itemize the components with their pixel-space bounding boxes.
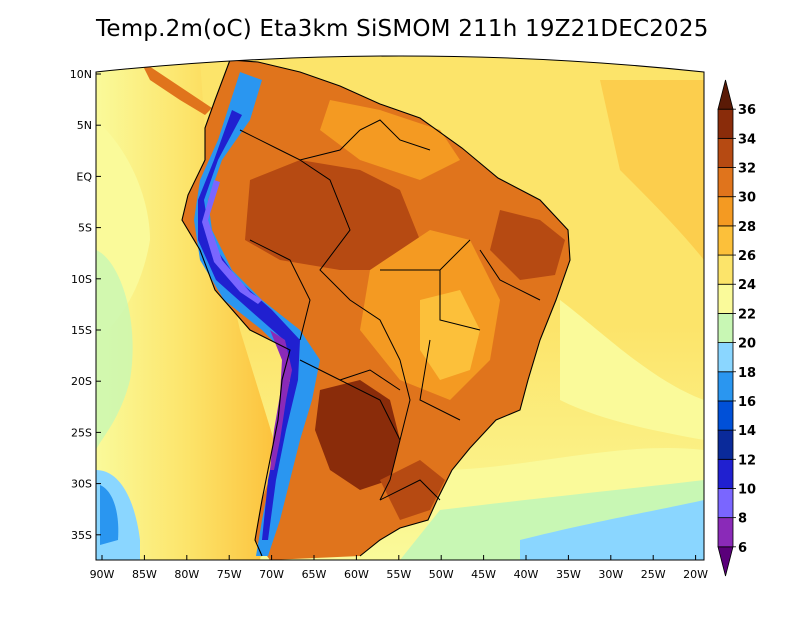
lat-tick-label: 15S [71, 324, 92, 337]
colorbar-label: 34 [738, 132, 756, 147]
amazon-hot-zone [245, 160, 420, 270]
colorbar-label: 6 [738, 541, 747, 556]
colorbar-segment [717, 254, 734, 285]
lat-tick-label: 20S [71, 375, 92, 388]
colorbar-segment [717, 488, 734, 519]
south-atlantic-cold [520, 500, 704, 560]
colorbar-label: 30 [738, 191, 756, 206]
lon-tick-label: 80W [174, 568, 199, 581]
colorbar-segment [717, 400, 734, 431]
andes-colder-core [198, 110, 300, 540]
colorbar-label: 20 [738, 337, 756, 352]
lon-tick-label: 70W [259, 568, 284, 581]
colorbar-label: 14 [738, 424, 756, 439]
lat-tick-label: 5S [78, 222, 92, 235]
lon-tick-label: 45W [471, 568, 496, 581]
atlantic-cool-band [560, 300, 704, 440]
colorbar-segment [717, 342, 734, 373]
pacific-colder-patch [100, 485, 119, 545]
latitude-axis: 10N 5N EQ 5S 10S 15S 20S 25S 30S 35S [70, 68, 101, 542]
northeast-hot-zone [490, 210, 565, 280]
colombia-border [239, 129, 361, 161]
longitude-axis: 90W 85W 80W 75W 70W 65W 60W 55W 50W 45W 40W 35W 30W 2… [90, 555, 708, 581]
venezuela-guiana-border [359, 119, 431, 151]
colorbar: 6 8 10 12 14 16 18 20 22 24 26 28 30 32 34 36 [717, 79, 756, 577]
lat-tick-label: 5N [77, 119, 92, 132]
brazil-highland-mild [420, 290, 480, 380]
colorbar-segment [717, 371, 734, 402]
colorbar-segment [717, 196, 734, 227]
tropical-atlantic-warm [600, 80, 704, 260]
colorbar-segment [717, 429, 734, 460]
brazil-states [380, 239, 541, 421]
lat-tick-label: 10S [71, 273, 92, 286]
lon-tick-label: 85W [132, 568, 157, 581]
colorbar-label: 12 [738, 453, 756, 468]
guiana-warm [320, 100, 460, 180]
colorbar-segment [717, 108, 734, 139]
colorbar-label: 16 [738, 395, 756, 410]
central-america-land [140, 60, 212, 115]
colorbar-label: 26 [738, 249, 756, 264]
lon-tick-label: 50W [429, 568, 454, 581]
paraguay-border [339, 369, 401, 391]
lon-tick-label: 35W [556, 568, 581, 581]
lat-tick-label: 10N [70, 68, 92, 81]
pacific-green-patch [96, 250, 133, 450]
lon-tick-label: 90W [90, 568, 115, 581]
lat-tick-label: 35S [71, 529, 92, 542]
lat-tick-label: EQ [76, 170, 92, 183]
andes-coldest-core [202, 180, 262, 304]
lon-tick-label: 75W [217, 568, 242, 581]
colorbar-segment-min [717, 546, 734, 577]
colorbar-segment [717, 313, 734, 343]
map-title: Temp.2m(oC) Eta3km SiSMOM 211h 19Z21DEC2… [96, 16, 709, 42]
colorbar-label: 24 [738, 278, 756, 293]
pacific-ocean-area [96, 60, 280, 560]
uruguay-border [379, 479, 441, 501]
lon-tick-label: 40W [514, 568, 539, 581]
lon-tick-label: 30W [598, 568, 623, 581]
chaco-hot-zone [315, 380, 400, 490]
colorbar-segment [717, 225, 734, 256]
uruguay-hot-zone [380, 460, 445, 520]
lon-tick-label: 60W [344, 568, 369, 581]
colorbar-label: 8 [738, 512, 747, 527]
peru-bolivia-border [249, 239, 311, 341]
colorbar-label: 10 [738, 482, 756, 497]
west-coastline [181, 59, 291, 557]
colorbar-label: 36 [738, 103, 756, 118]
colorbar-label: 22 [738, 307, 756, 322]
lon-tick-label: 55W [386, 568, 411, 581]
brazil-west-border [299, 159, 411, 441]
lat-tick-label: 25S [71, 426, 92, 439]
colorbar-label: 28 [738, 220, 756, 235]
coastline [229, 59, 571, 557]
lon-tick-label: 20W [683, 568, 708, 581]
lon-tick-label: 25W [641, 568, 666, 581]
colorbar-segment [717, 458, 734, 489]
colorbar-segment [717, 137, 734, 168]
colorbar-segment [717, 517, 734, 548]
colorbar-segment [717, 167, 734, 198]
political-borders [181, 59, 571, 557]
argentina-border [299, 359, 401, 501]
lon-tick-label: 65W [302, 568, 327, 581]
temperature-field [96, 56, 704, 560]
colorbar-segment-max [717, 79, 734, 110]
map-frame [95, 55, 705, 561]
colorbar-segment [717, 283, 734, 314]
lat-tick-label: 30S [71, 478, 92, 491]
colorbar-label: 32 [738, 162, 756, 177]
colorbar-label: 18 [738, 366, 756, 381]
